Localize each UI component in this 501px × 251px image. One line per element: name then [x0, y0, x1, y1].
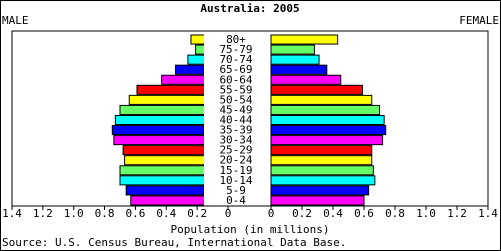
female-bar	[270, 74, 342, 85]
age-label: 10-14	[219, 174, 252, 187]
female-bar	[270, 44, 315, 55]
x-tick-label: 0.4	[156, 207, 176, 220]
age-label: 25-29	[219, 144, 252, 157]
age-label: 75-79	[219, 43, 252, 56]
x-tick-label: 0.6	[125, 207, 145, 220]
x-tick-label: 0.2	[292, 207, 312, 220]
age-label: 15-19	[219, 164, 252, 177]
age-label: 20-24	[219, 154, 252, 167]
female-bar	[270, 84, 363, 95]
female-bar	[270, 195, 365, 206]
age-label: 70-74	[219, 53, 252, 66]
female-bar	[270, 175, 376, 186]
age-label: 35-39	[219, 124, 252, 137]
age-label: 45-49	[219, 103, 252, 116]
age-label: 30-34	[219, 134, 252, 147]
left-side-label: MALE	[2, 14, 29, 27]
female-bar	[270, 54, 320, 65]
female-bar	[270, 114, 385, 126]
female-bar	[270, 64, 328, 75]
female-bar	[270, 125, 387, 136]
right-side-label: FEMALE	[459, 14, 499, 27]
female-bar	[270, 155, 373, 166]
age-label: 5-9	[226, 184, 246, 197]
x-tick-label: 1.2	[447, 207, 467, 220]
age-label: 65-69	[219, 63, 252, 76]
chart-title: Australia: 2005	[200, 2, 299, 15]
age-label: 0-4	[226, 194, 246, 207]
female-bar	[270, 104, 380, 115]
x-tick-label: 0	[268, 207, 275, 220]
female-bar	[270, 145, 373, 156]
x-axis-label: Population (in millions)	[171, 223, 330, 236]
x-tick-label: 1.0	[64, 207, 84, 220]
x-tick-label: 1.4	[478, 207, 498, 220]
x-tick-label: 0.4	[323, 207, 343, 220]
x-tick-label: 1.0	[416, 207, 436, 220]
age-label: 60-64	[219, 73, 252, 86]
age-label-column	[204, 32, 268, 206]
plot-frame	[11, 30, 489, 207]
female-bar	[270, 34, 339, 45]
x-tick-label: 1.4	[2, 207, 22, 220]
age-label: 80+	[226, 33, 246, 46]
age-label: 40-44	[219, 114, 252, 127]
x-tick-label: 0.6	[354, 207, 374, 220]
female-bar	[270, 135, 384, 146]
x-tick-label: 0	[225, 207, 232, 220]
x-tick-label: 1.2	[33, 207, 53, 220]
x-tick-label: 0.8	[95, 207, 115, 220]
x-tick-label: 0.8	[385, 207, 405, 220]
female-bar	[270, 94, 373, 105]
age-label: 50-54	[219, 93, 252, 106]
age-label: 55-59	[219, 83, 252, 96]
female-bar	[270, 185, 370, 196]
source-note: Source: U.S. Census Bureau, Internationa…	[2, 236, 346, 249]
female-bar	[270, 165, 374, 176]
x-tick-label: 0.2	[187, 207, 207, 220]
